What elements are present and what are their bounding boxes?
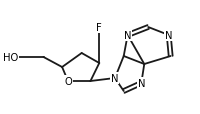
Text: N: N (123, 31, 131, 41)
Text: N: N (137, 78, 144, 88)
Text: F: F (96, 23, 102, 33)
Text: HO: HO (3, 53, 18, 62)
Text: N: N (111, 73, 118, 83)
Text: O: O (64, 76, 71, 86)
Text: N: N (164, 31, 172, 41)
